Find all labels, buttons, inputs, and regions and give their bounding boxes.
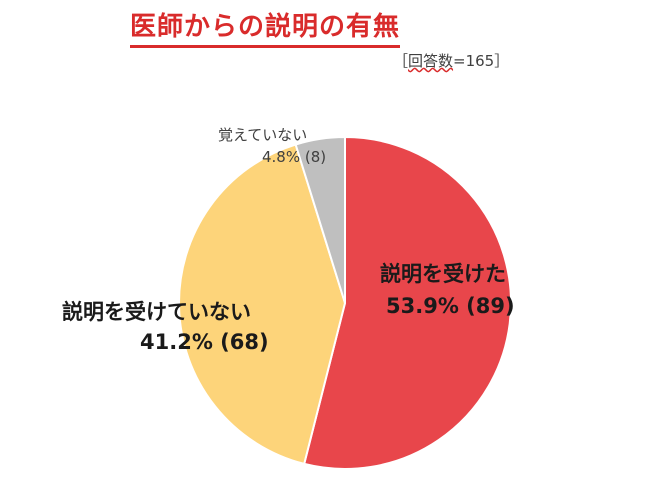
slice-label-not-received-category: 説明を受けていない [62, 300, 251, 324]
chart-title: 医師からの説明の有無 [130, 6, 401, 48]
sample-size-bracket-open: ［ [393, 52, 409, 70]
slice-label-received-value: 53.9% (89) [386, 294, 515, 318]
sample-size-label: 回答数 [408, 52, 454, 70]
sample-size-note: ［回答数=165］ [393, 50, 509, 71]
pie-slice-not-remember [294, 135, 346, 304]
slice-label-not-received: 説明を受けていない 41.2% (68) [62, 296, 269, 354]
slice-label-received-category: 説明を受けた [380, 262, 506, 286]
slice-label-not-remember-value: 4.8% (8) [262, 148, 327, 166]
slice-label-not-remember-category: 覚えていない [218, 126, 308, 144]
slice-label-not-received-value: 41.2% (68) [140, 330, 269, 354]
sample-size-value: =165］ [453, 52, 510, 70]
pie-slice-not-received [178, 143, 347, 466]
slice-label-not-remember: 覚えていない 4.8% (8) [218, 124, 327, 166]
pie-slice-received [302, 135, 512, 470]
slice-label-received: 説明を受けた 53.9% (89) [380, 258, 515, 318]
